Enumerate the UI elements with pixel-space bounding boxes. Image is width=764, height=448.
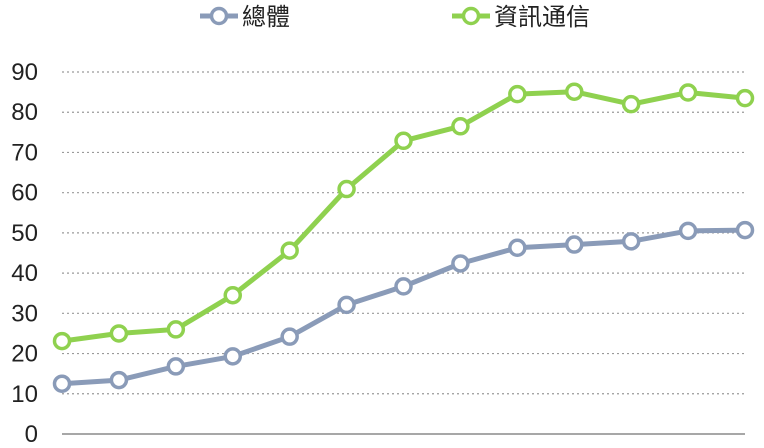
legend-label: 資訊通信	[494, 3, 590, 31]
data-point	[223, 285, 242, 305]
series-line	[59, 89, 748, 344]
data-point	[280, 241, 299, 260]
legend: 總體 資訊通信	[200, 3, 590, 31]
data-point	[337, 179, 356, 199]
series-line	[59, 227, 748, 387]
legend-swatch-marker	[209, 6, 229, 26]
data-point	[678, 221, 698, 241]
data-point	[621, 94, 641, 114]
data-point	[451, 117, 470, 136]
legend-item: 總體	[200, 3, 290, 31]
data-point	[166, 357, 186, 376]
legend-item: 資訊通信	[452, 3, 590, 31]
data-point	[52, 331, 72, 351]
y-tick-label: 60	[11, 180, 38, 207]
legend-label: 總體	[242, 3, 290, 31]
y-tick-label: 70	[11, 139, 38, 166]
data-point	[508, 238, 527, 258]
legend-swatch-marker	[461, 6, 481, 26]
data-point	[52, 374, 72, 393]
data-point	[280, 327, 299, 346]
series-1	[52, 220, 755, 393]
data-point	[621, 232, 641, 251]
data-point	[337, 295, 356, 315]
series-group	[52, 82, 755, 393]
y-tick-label: 80	[11, 99, 38, 126]
data-point	[678, 83, 698, 102]
data-point	[394, 277, 413, 296]
data-point	[735, 220, 755, 240]
y-tick-label: 30	[11, 300, 38, 327]
data-point	[109, 370, 129, 390]
y-tick-label: 40	[11, 260, 38, 287]
data-point	[109, 324, 129, 343]
series-2	[52, 82, 755, 351]
data-point	[565, 82, 584, 101]
y-axis: 0 10 20 30 40 50 60 70 80 90	[11, 59, 38, 448]
y-tick-label: 0	[25, 421, 38, 448]
y-tick-label: 20	[11, 341, 38, 368]
data-point	[166, 320, 186, 339]
data-point	[508, 84, 527, 104]
data-point	[451, 254, 470, 273]
data-point	[223, 347, 242, 366]
gridlines	[62, 71, 745, 395]
data-point	[735, 88, 755, 108]
y-tick-label: 90	[11, 59, 38, 86]
y-tick-label: 10	[11, 381, 38, 408]
data-point	[565, 235, 584, 254]
y-tick-label: 50	[11, 220, 38, 247]
data-point	[394, 131, 413, 151]
